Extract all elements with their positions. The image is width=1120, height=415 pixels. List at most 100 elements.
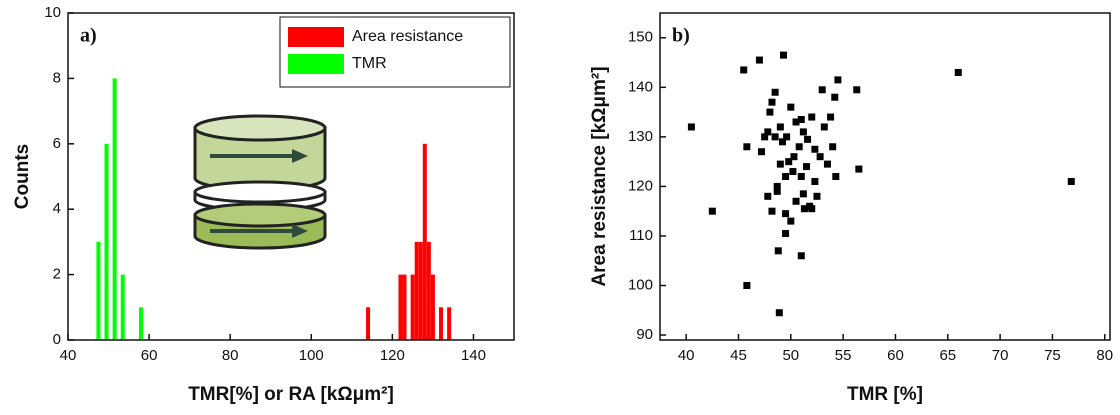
point [808, 205, 816, 213]
bar [418, 241, 423, 340]
point [755, 56, 763, 64]
panel-label: a) [80, 25, 97, 47]
y-tick-label: 4 [53, 200, 61, 217]
bar [398, 274, 403, 340]
point [811, 145, 819, 153]
y-tick-label: 140 [628, 78, 653, 95]
y-tick-label: 0 [53, 331, 61, 348]
point [818, 86, 826, 94]
plot-frame [67, 12, 515, 341]
plot-frame [659, 12, 1111, 341]
bar [426, 241, 431, 340]
point [813, 192, 821, 200]
x-tick-label: 70 [992, 347, 1009, 364]
bar [422, 143, 427, 340]
x-tick-label: 140 [461, 347, 486, 364]
point [776, 123, 784, 131]
legend-swatch [288, 27, 344, 47]
x-tick-label: 65 [939, 347, 956, 364]
x-tick-label: 55 [835, 347, 852, 364]
x-axis-label: TMR[%] or RA [kΩμm²] [188, 384, 394, 405]
y-tick-label: 100 [628, 276, 653, 293]
bar [439, 307, 444, 340]
y-tick-label: 8 [53, 69, 61, 86]
point [773, 182, 781, 190]
point [799, 128, 807, 136]
point [954, 68, 962, 76]
point [782, 173, 790, 180]
y-axis-label: Counts [12, 144, 33, 209]
legend-swatch [288, 54, 344, 74]
bar [402, 274, 407, 340]
point [768, 207, 776, 215]
bar [138, 307, 143, 340]
point [740, 66, 748, 74]
point [768, 98, 776, 106]
point [782, 229, 790, 237]
bar [120, 274, 125, 340]
point [789, 168, 797, 176]
point [799, 190, 807, 198]
bar [430, 274, 435, 340]
x-tick-label: 40 [678, 347, 695, 364]
point [782, 210, 790, 218]
point [804, 135, 812, 143]
point [708, 207, 716, 215]
point [779, 51, 787, 59]
x-tick-label: 45 [730, 347, 747, 364]
point [816, 153, 824, 161]
device-icon [193, 114, 327, 250]
point [797, 252, 805, 260]
bar [104, 143, 109, 340]
bar [96, 241, 101, 340]
point [829, 143, 837, 151]
bar [414, 241, 419, 340]
point [771, 88, 779, 96]
point [758, 148, 766, 156]
point [790, 153, 798, 161]
legend-label: TMR [352, 55, 387, 72]
x-tick-label: 120 [380, 347, 405, 364]
x-tick-label: 80 [222, 347, 239, 364]
point [687, 123, 695, 131]
y-tick-label: 150 [628, 29, 653, 46]
point [787, 217, 795, 225]
point [834, 76, 842, 84]
point [797, 116, 805, 124]
x-tick-label: 80 [1096, 347, 1113, 364]
point [792, 118, 800, 126]
x-tick-label: 60 [887, 347, 904, 364]
point [783, 133, 791, 141]
y-tick-label: 90 [636, 326, 653, 343]
point [787, 103, 795, 111]
point [795, 143, 803, 151]
point [1067, 177, 1075, 185]
point [743, 282, 751, 289]
x-tick-label: 75 [1044, 347, 1061, 364]
point [792, 197, 800, 205]
x-tick-label: 100 [299, 347, 324, 364]
x-tick-label: 40 [60, 347, 77, 364]
y-tick-label: 2 [53, 266, 61, 283]
point [775, 309, 783, 317]
point [832, 173, 840, 180]
bar [410, 274, 415, 340]
point [761, 133, 769, 141]
y-tick-label: 6 [53, 135, 61, 152]
point [797, 173, 805, 180]
y-tick-label: 130 [628, 128, 653, 145]
point [808, 113, 816, 121]
point [766, 108, 774, 116]
point [823, 160, 831, 168]
bar [447, 307, 452, 340]
x-tick-label: 60 [141, 347, 158, 364]
point [764, 128, 772, 136]
bar [112, 78, 117, 341]
y-tick-label: 110 [629, 227, 653, 244]
point [776, 160, 784, 168]
point [803, 163, 811, 171]
panel-label: b) [672, 25, 690, 47]
point [743, 143, 751, 151]
point [855, 165, 863, 173]
